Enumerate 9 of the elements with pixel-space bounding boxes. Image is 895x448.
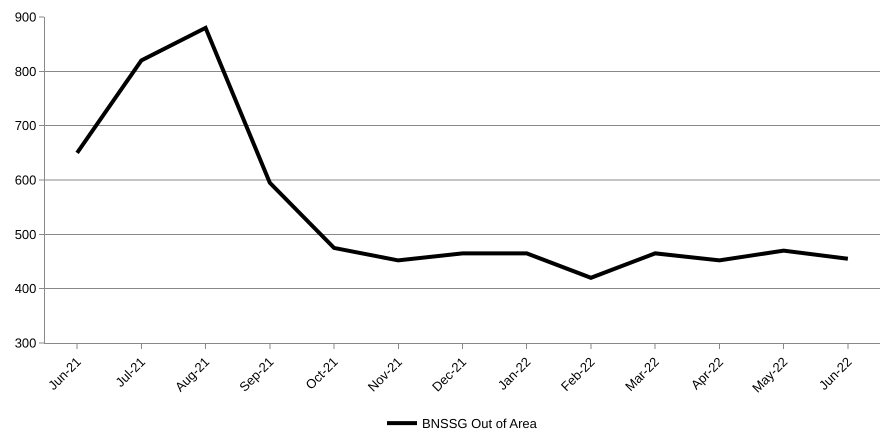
y-tick-label: 900 — [14, 10, 36, 25]
y-tick-label: 700 — [14, 118, 36, 134]
line-series — [75, 26, 850, 280]
y-tick-label: 800 — [14, 64, 36, 79]
y-tick-label: 300 — [14, 336, 36, 351]
legend-label: BNSSG Out of Area — [422, 416, 538, 432]
y-tick-label: 600 — [14, 172, 36, 188]
y-tick-label: 500 — [14, 226, 36, 242]
y-tick-label: 400 — [14, 281, 36, 296]
